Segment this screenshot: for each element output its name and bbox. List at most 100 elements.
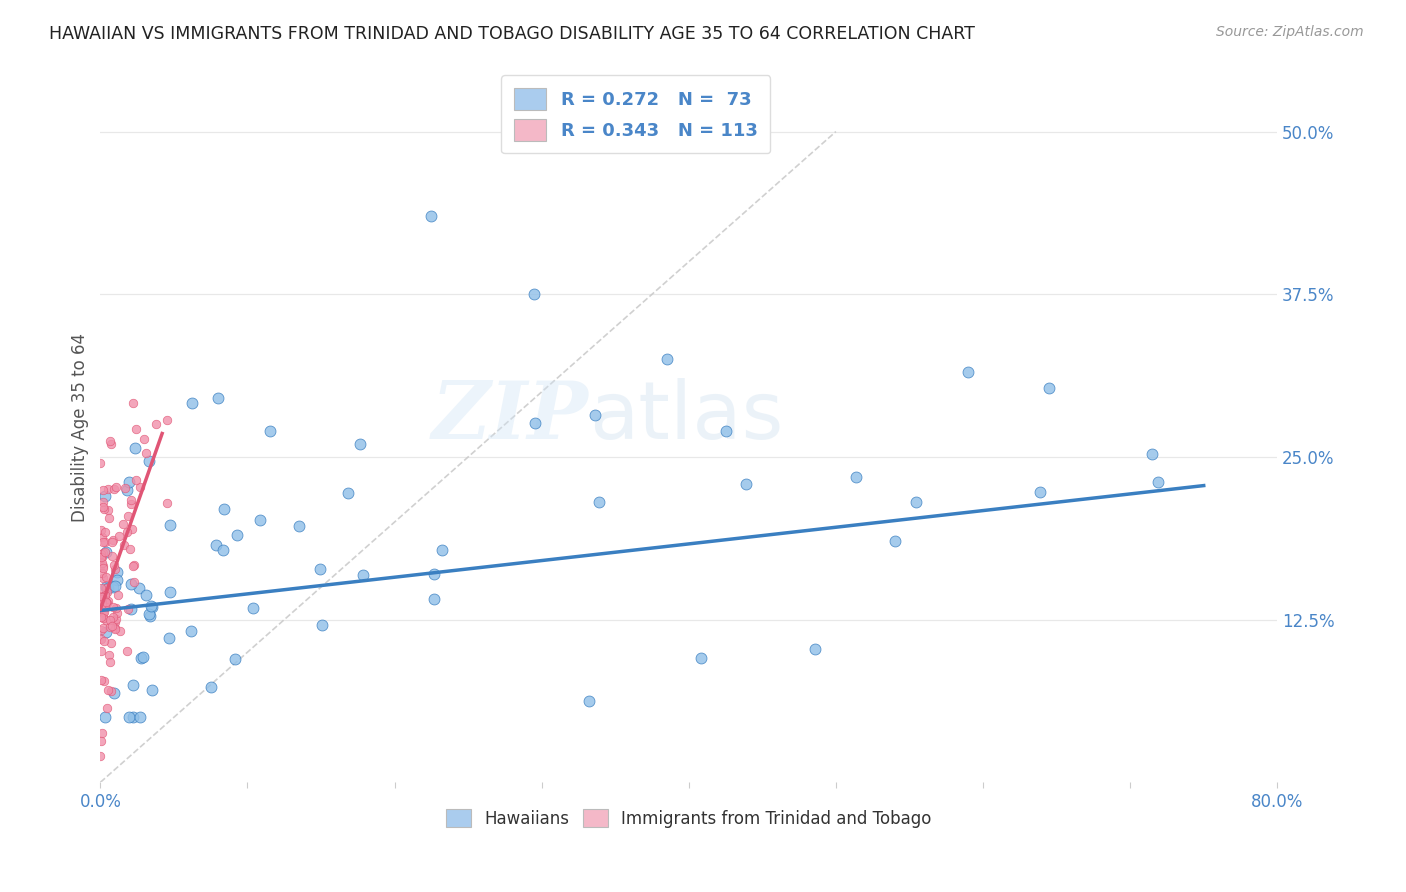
Point <box>155 413 177 427</box>
Point <box>259 424 281 438</box>
Point <box>96 585 118 599</box>
Point <box>90 632 112 647</box>
Point <box>1147 475 1170 489</box>
Point <box>101 619 124 633</box>
Point <box>135 446 157 460</box>
Point <box>105 480 128 494</box>
Text: HAWAIIAN VS IMMIGRANTS FROM TRINIDAD AND TOBAGO DISABILITY AGE 35 TO 64 CORRELAT: HAWAIIAN VS IMMIGRANTS FROM TRINIDAD AND… <box>49 25 976 43</box>
Point <box>103 558 125 573</box>
Point <box>104 561 127 575</box>
Point <box>734 477 756 491</box>
Legend: Hawaiians, Immigrants from Trinidad and Tobago: Hawaiians, Immigrants from Trinidad and … <box>440 803 938 834</box>
Point <box>180 624 202 638</box>
Point <box>104 622 127 636</box>
Point <box>94 489 117 503</box>
Point <box>155 496 177 510</box>
Point <box>93 483 115 497</box>
Point <box>98 614 121 628</box>
Point <box>226 528 249 542</box>
Point <box>91 566 114 580</box>
Point <box>145 417 167 432</box>
Point <box>96 701 118 715</box>
Point <box>120 602 142 616</box>
Point <box>128 581 150 595</box>
Point <box>1038 381 1060 395</box>
Point <box>120 497 142 511</box>
Point <box>103 622 125 636</box>
Point <box>90 623 112 637</box>
Point <box>141 599 163 614</box>
Point <box>845 470 868 484</box>
Point <box>121 558 143 573</box>
Point <box>1142 447 1164 461</box>
Point <box>122 558 145 573</box>
Point <box>101 533 124 547</box>
Point <box>124 442 146 456</box>
Point <box>97 582 120 596</box>
Point <box>96 625 118 640</box>
Point <box>134 432 156 446</box>
Point <box>90 673 112 688</box>
Point <box>91 546 114 560</box>
Point <box>432 543 454 558</box>
Point <box>101 610 124 624</box>
Point <box>97 683 120 698</box>
Point <box>120 542 142 557</box>
Point <box>93 589 115 603</box>
Point <box>94 535 117 549</box>
Point <box>94 570 117 584</box>
Point <box>90 530 112 544</box>
Point <box>132 650 155 665</box>
Point <box>139 599 162 613</box>
Point <box>714 424 737 438</box>
Point <box>90 726 112 740</box>
Point <box>96 595 118 609</box>
Point <box>588 495 610 509</box>
Point <box>98 434 121 449</box>
Point <box>93 605 115 619</box>
Point <box>420 209 443 223</box>
Point <box>224 652 246 666</box>
Point <box>122 710 145 724</box>
Point <box>104 615 127 629</box>
Point <box>94 580 117 594</box>
Point <box>96 596 118 610</box>
Point <box>655 352 678 367</box>
Point <box>523 287 546 301</box>
Point <box>157 631 180 645</box>
Point <box>200 680 222 694</box>
Point <box>93 634 115 648</box>
Point <box>103 685 125 699</box>
Point <box>349 436 371 450</box>
Point <box>90 733 112 747</box>
Point <box>107 565 129 579</box>
Point <box>90 600 112 615</box>
Point <box>91 599 114 613</box>
Text: ZIP: ZIP <box>432 378 589 456</box>
Point <box>180 395 202 409</box>
Point <box>159 585 181 599</box>
Point <box>129 480 152 494</box>
Point <box>139 608 162 623</box>
Point <box>138 454 160 468</box>
Point <box>94 588 117 602</box>
Point <box>98 620 121 634</box>
Point <box>212 502 235 516</box>
Point <box>93 502 115 516</box>
Point <box>129 650 152 665</box>
Point <box>125 422 148 436</box>
Point <box>311 618 333 632</box>
Point <box>90 599 112 614</box>
Point <box>523 416 546 430</box>
Point <box>90 593 112 607</box>
Point <box>98 648 121 662</box>
Point <box>93 673 115 688</box>
Point <box>90 610 112 624</box>
Point <box>91 597 114 611</box>
Point <box>100 635 122 649</box>
Point <box>89 457 111 471</box>
Point <box>120 492 142 507</box>
Point <box>90 590 112 604</box>
Point <box>100 437 122 451</box>
Point <box>309 561 332 575</box>
